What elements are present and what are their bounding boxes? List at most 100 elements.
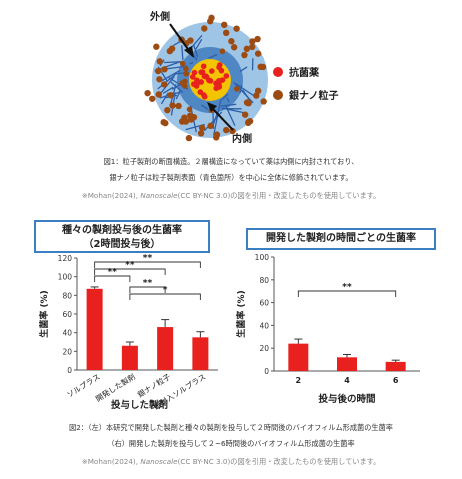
silver-nanoparticle — [241, 111, 249, 118]
y-tick-label: 120 — [58, 254, 73, 263]
significance-label: ** — [342, 283, 352, 293]
polymer-fiber — [175, 90, 182, 100]
antibiotic-molecule — [189, 74, 196, 80]
silver-nanoparticle — [167, 91, 174, 99]
silver-nanoparticle — [223, 126, 230, 134]
silver-nanoparticle — [185, 134, 193, 142]
legend-silver-nanoparticle: 銀ナノ粒子 — [273, 87, 339, 102]
x-tick-label: 2 — [296, 376, 302, 385]
silver-nanoparticle — [198, 124, 206, 132]
silver-nanoparticle — [207, 122, 214, 130]
silver-nanoparticle — [149, 95, 156, 102]
y-tick-label: 40 — [259, 321, 269, 330]
silver-nanoparticle — [155, 91, 162, 98]
antibiotic-molecule — [218, 67, 225, 74]
antibiotic-molecule — [200, 63, 207, 70]
silver-nanoparticle — [243, 99, 251, 106]
inner-arrow — [207, 102, 234, 131]
silver-nanoparticle — [182, 118, 190, 125]
silver-nanoparticle — [208, 14, 215, 22]
antibiotic-molecule — [216, 84, 223, 90]
chart2-title-box: 開発した製剤の時間ごとの生菌率 — [246, 228, 436, 250]
chart1-title-line2: （2時間投与後） — [83, 239, 161, 250]
silver-nanoparticle — [156, 58, 163, 65]
y-tick-label: 0 — [67, 366, 72, 375]
fig2-caption-line2: （右）開発した製剤を投与して２~6時間後のバイオフィルム形成菌の生菌率 — [107, 439, 355, 448]
significance-label: * — [163, 286, 168, 296]
polymer-fiber — [226, 97, 230, 103]
polymer-fiber — [208, 54, 218, 59]
x-tick-label: 6 — [393, 376, 399, 385]
particle-diagram: 外側 内側 — [144, 10, 268, 145]
antibiotic-molecule — [201, 73, 208, 79]
polymer-fiber — [161, 92, 169, 105]
fig1-credit-journal: Nanoscale — [140, 191, 178, 200]
fig2-credit-journal: Nanoscale — [140, 457, 178, 466]
silver-nanoparticle — [233, 86, 240, 92]
y-tick-label: 80 — [259, 276, 269, 285]
legend-antibiotic-label: 抗菌薬 — [289, 68, 319, 79]
x-tick-label: 4 — [344, 376, 350, 385]
x-axis-title: 投与後の時間 — [318, 393, 375, 405]
significance-bracket — [129, 293, 201, 300]
polymer-fiber — [189, 35, 203, 50]
silver-nanoparticle — [260, 98, 267, 105]
silver-nanoparticle — [201, 25, 208, 32]
antibiotic-molecule — [198, 69, 204, 75]
silver-nanoparticle — [182, 78, 188, 85]
x-axis-title: 投与した製剤 — [111, 399, 168, 411]
particle-cross-section — [144, 14, 268, 142]
bar — [385, 361, 406, 371]
antibiotic-molecule — [223, 73, 230, 79]
fig2-credit-suffix: (CC BY-NC 3.0)の図を引用・改変したものを使用しています。 — [177, 457, 381, 466]
silver-nanoparticle — [154, 67, 162, 75]
y-tick-label: 100 — [255, 253, 270, 262]
antibiotic-dot — [273, 66, 283, 77]
y-tick-label: 0 — [264, 367, 269, 376]
silver-nanoparticle — [144, 89, 151, 97]
fig1-credit: ※Mohan(2024), Nanoscale(CC BY-NC 3.0)の図を… — [0, 192, 462, 199]
chart1-title-line1: 種々の製剤投与後の生菌率 — [62, 225, 182, 236]
silver-nanoparticle — [233, 25, 240, 32]
antibiotic-molecule — [191, 69, 198, 76]
silver-nanoparticle — [254, 50, 262, 57]
polymer-fiber — [233, 82, 254, 104]
y-tick-label: 60 — [259, 299, 269, 308]
polymer-fiber — [195, 39, 203, 50]
y-tick-label: 40 — [62, 329, 72, 338]
antibiotic-molecule — [190, 81, 197, 87]
significance-label: ** — [108, 268, 118, 278]
silver-nanoparticle — [186, 106, 193, 113]
polymer-fiber — [220, 103, 237, 107]
bar — [86, 288, 103, 370]
fig1-caption-line2: 銀ナノ粒子は粒子製剤表面（青色箇所）を中心に全体に修飾されています。 — [109, 173, 353, 182]
fig2-credit-prefix: ※Mohan(2024), — [81, 457, 141, 466]
chart1-title-box: 種々の製剤投与後の生菌率 （2時間投与後） — [34, 220, 210, 253]
silver-nanoparticle — [187, 116, 195, 123]
x-tick-label: 開発した製剤 — [93, 371, 136, 403]
polymer-fiber — [239, 66, 248, 72]
antibiotic-molecule — [208, 68, 215, 74]
silver-nanoparticle — [162, 119, 169, 127]
silver-nanoparticle — [169, 102, 176, 109]
silver-nanoparticle — [219, 48, 226, 54]
bar — [121, 345, 138, 370]
silver-nanoparticle — [254, 87, 262, 95]
silver-nanoparticle — [168, 45, 176, 52]
significance-bracket — [94, 275, 131, 282]
bar — [288, 343, 309, 371]
bar — [337, 357, 357, 371]
silver-nanoparticle — [175, 102, 182, 110]
silver-nanoparticle — [161, 66, 168, 73]
silver-nanoparticle — [222, 29, 230, 37]
silver-nanoparticle — [153, 43, 160, 50]
antibiotic-molecule — [198, 79, 204, 85]
y-axis-title: 生菌率 (%) — [38, 290, 50, 337]
silver-nanoparticle — [249, 43, 256, 51]
polymer-fiber — [201, 104, 209, 110]
label-inner: 内側 — [232, 132, 252, 145]
silver-nanoparticle — [156, 76, 163, 83]
silver-nanoparticle — [254, 35, 261, 43]
significance-bracket — [94, 261, 201, 268]
